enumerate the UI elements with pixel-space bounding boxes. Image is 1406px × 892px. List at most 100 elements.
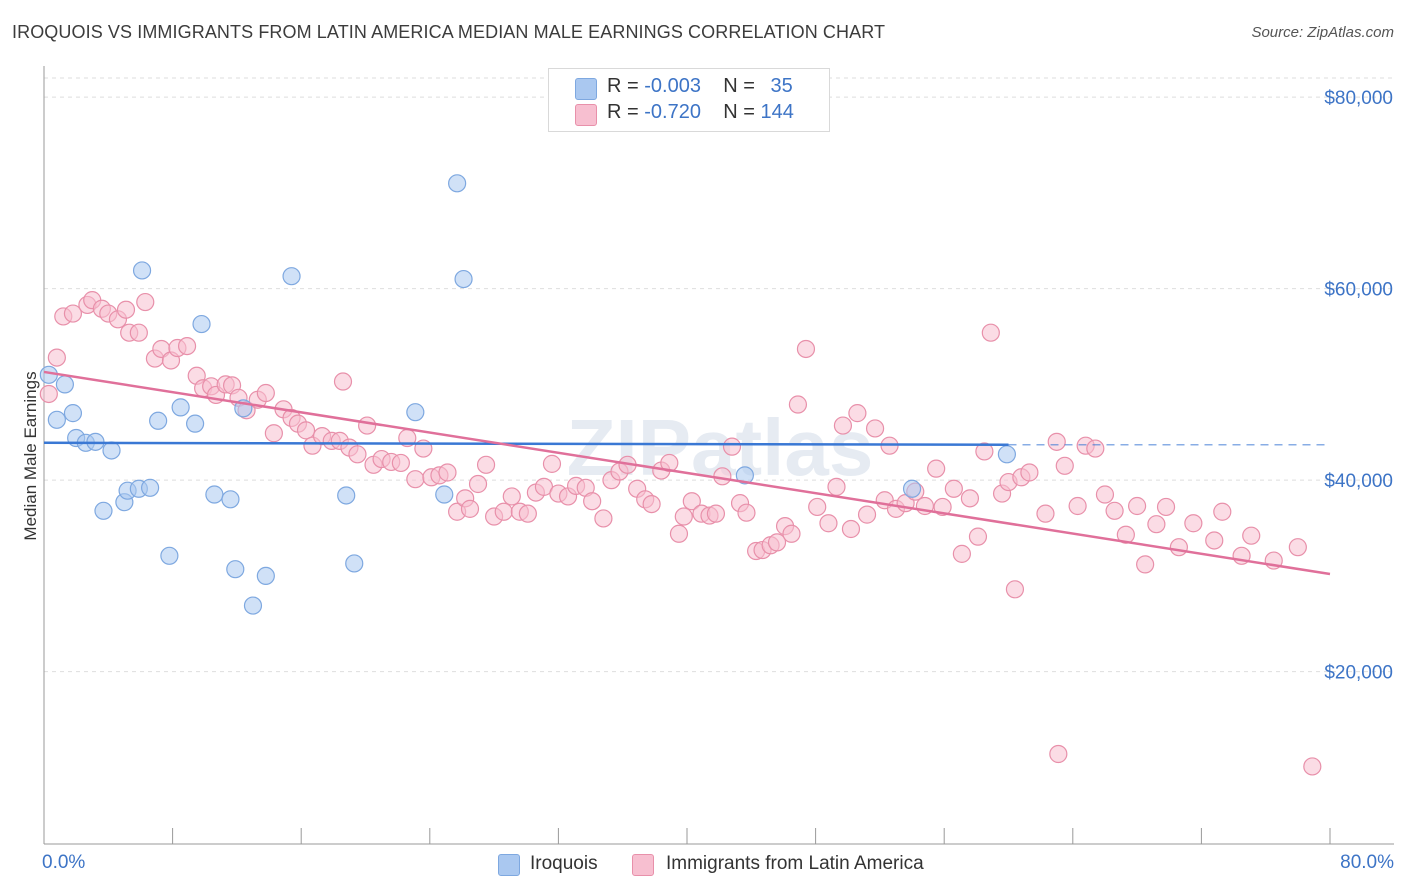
data-point [171, 398, 190, 417]
data-point [435, 485, 454, 504]
data-point [1020, 463, 1039, 482]
data-point [952, 544, 971, 563]
data-point [454, 269, 473, 289]
source-credit: Source: ZipAtlas.com [1251, 24, 1394, 41]
iroquois-legend-swatch [498, 854, 520, 876]
n-value: 35 [770, 75, 793, 97]
data-point [1047, 432, 1066, 451]
data-point [735, 466, 754, 485]
data-point [391, 453, 410, 473]
data-point [1205, 531, 1224, 550]
data-point [518, 504, 537, 523]
data-point [981, 323, 1000, 342]
data-point [448, 174, 467, 193]
data-point [256, 383, 275, 403]
data-point [1049, 744, 1068, 764]
data-point [1005, 580, 1025, 599]
data-point [243, 596, 263, 615]
stats-row-iroquois: R = -0.003 N = 35 [549, 75, 829, 101]
data-point [960, 489, 980, 508]
iroquois-legend-label: Iroquois [530, 853, 598, 874]
data-point [1116, 525, 1135, 544]
data-point [819, 514, 838, 533]
trend-line [43, 441, 1009, 446]
data-point [1055, 456, 1074, 475]
n-value: 144 [760, 101, 794, 123]
data-point [460, 499, 480, 518]
stats-legend: R = -0.003 N = 35 R = -0.720 N = 144 [548, 68, 830, 132]
data-point [1095, 485, 1115, 504]
data-point [39, 384, 58, 404]
latin-america-legend-label: Immigrants from Latin America [666, 853, 924, 874]
data-point [642, 494, 661, 514]
n-label: N = [723, 75, 761, 97]
data-point [1105, 501, 1124, 520]
stats-text: R = -0.720 N = 144 [607, 101, 794, 124]
data-point [256, 566, 275, 586]
data-point [149, 411, 168, 430]
data-point [296, 421, 316, 440]
latin-america-swatch [575, 104, 597, 126]
data-point [944, 479, 963, 498]
series-iroquois-points [39, 174, 1016, 615]
gridlines [44, 77, 1394, 673]
data-point [47, 410, 66, 429]
data-point [1127, 496, 1147, 516]
data-point [713, 467, 732, 486]
data-point [808, 497, 827, 517]
data-point [841, 519, 861, 539]
data-point [94, 501, 113, 520]
data-point [1068, 496, 1087, 516]
data-point [282, 267, 301, 286]
data-point [140, 478, 160, 497]
data-point [345, 554, 364, 573]
data-point [674, 507, 693, 526]
data-point [975, 442, 994, 461]
data-point [226, 560, 245, 579]
data-point [63, 304, 83, 323]
r-value: -0.003 [644, 75, 701, 97]
data-point [406, 470, 425, 489]
data-point [1136, 555, 1155, 574]
data-point [788, 395, 808, 414]
data-point [542, 454, 562, 473]
stats-text: R = -0.003 N = 35 [607, 75, 793, 98]
data-point [1242, 526, 1261, 545]
r-value: -0.720 [644, 101, 701, 123]
data-point [406, 403, 425, 422]
data-point [132, 261, 152, 280]
data-point [722, 437, 742, 456]
chart-title: IROQUOIS VS IMMIGRANTS FROM LATIN AMERIC… [12, 22, 886, 42]
data-point [116, 300, 136, 319]
data-point [706, 504, 726, 523]
data-point [583, 492, 602, 511]
data-point [47, 348, 66, 367]
y-tick-label: $80,000 [1324, 88, 1393, 109]
y-tick-label: $40,000 [1324, 471, 1393, 492]
data-point [796, 339, 816, 359]
data-point [1036, 504, 1055, 523]
r-label: R = [607, 101, 645, 123]
data-point [682, 492, 701, 511]
data-point [1169, 538, 1188, 557]
data-point [927, 459, 946, 478]
data-point [333, 372, 353, 391]
data-point [494, 502, 513, 521]
series-latin-america-points [39, 291, 1322, 776]
data-point [177, 337, 197, 356]
axes [43, 66, 1394, 845]
data-point [857, 505, 877, 524]
data-point [337, 486, 356, 505]
data-point [102, 441, 121, 460]
data-point [865, 419, 885, 438]
iroquois-swatch [575, 78, 597, 100]
x-tick-label-min: 0.0% [42, 852, 86, 873]
data-point [438, 463, 457, 482]
data-point [129, 323, 148, 342]
data-point [502, 487, 521, 506]
data-point [848, 404, 867, 423]
data-point [136, 292, 155, 312]
y-tick-label: $20,000 [1324, 663, 1393, 684]
data-point [902, 479, 922, 498]
